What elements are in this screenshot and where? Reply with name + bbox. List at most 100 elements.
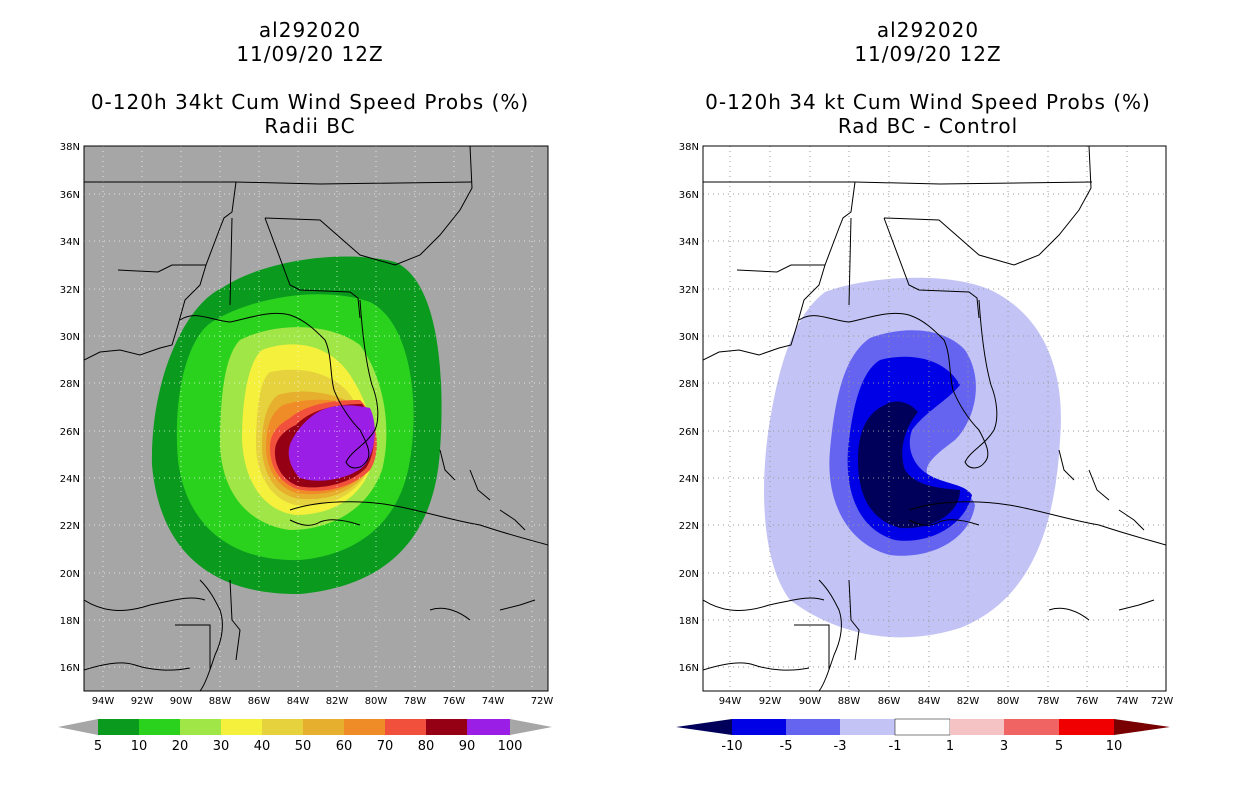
left-lon-label: 72W <box>531 696 554 707</box>
left-lon-label: 76W <box>443 696 466 707</box>
left-product-variant: Radii BC <box>264 114 356 138</box>
right-lat-label: 32N <box>679 285 699 296</box>
left-colorbar-swatch <box>303 719 344 735</box>
right-lat-label: 18N <box>679 616 699 627</box>
left-lat-label: 18N <box>60 616 80 627</box>
left-lon-label: 88W <box>209 696 232 707</box>
right-axis-labels: 38N 36N 34N 32N 30N 28N 26N 24N 22N 20N … <box>679 142 1174 707</box>
left-lat-label: 24N <box>60 474 80 485</box>
right-lat-label: 38N <box>679 142 699 153</box>
left-title: al292020 11/09/20 12Z <box>80 18 540 66</box>
right-subtitle: 0-120h 34 kt Cum Wind Speed Probs (%) Ra… <box>658 90 1198 138</box>
right-lat-label: 16N <box>679 663 699 674</box>
left-grid <box>84 146 548 691</box>
right-lon-label: 90W <box>799 696 822 707</box>
right-lon-label: 80W <box>997 696 1020 707</box>
diff-below-minus10-contour <box>858 401 960 529</box>
right-lat-label: 22N <box>679 521 699 532</box>
right-difference-field <box>703 146 1166 691</box>
right-lon-label: 94W <box>719 696 742 707</box>
left-lat-label: 34N <box>60 237 80 248</box>
left-product-name: 0-120h 34kt Cum Wind Speed Probs (%) <box>90 90 530 114</box>
left-map-frame <box>83 145 549 692</box>
right-colorbar-high-arrow <box>1114 719 1170 735</box>
left-map <box>83 145 549 692</box>
left-storm-id: al292020 <box>258 18 362 42</box>
right-lon-label: 74W <box>1116 696 1139 707</box>
left-axis-labels: 38N 36N 34N 32N 30N 28N 26N 24N 22N 20N … <box>60 142 554 707</box>
right-colorbar-label: -1 <box>889 739 902 754</box>
right-lat-label: 28N <box>679 379 699 390</box>
left-lon-label: 84W <box>287 696 310 707</box>
right-colorbar-low-arrow <box>676 719 732 735</box>
right-colorbar-swatch <box>786 719 840 735</box>
right-colorbar: -10 -5 -3 -1 1 3 5 10 <box>676 718 1170 754</box>
left-lon-label: 92W <box>131 696 154 707</box>
right-colorbar-label: -10 <box>721 739 742 754</box>
right-colorbar-swatch <box>732 719 786 735</box>
left-lat-label: 38N <box>60 142 80 153</box>
left-colorbar-label: 20 <box>172 739 189 754</box>
right-coastlines <box>703 146 1166 691</box>
right-colorbar-swatch <box>894 718 951 736</box>
right-map-frame <box>702 145 1167 692</box>
right-product-name: 0-120h 34 kt Cum Wind Speed Probs (%) <box>705 90 1151 114</box>
right-lat-label: 34N <box>679 237 699 248</box>
right-colorbar-label: 3 <box>1000 739 1008 754</box>
right-lon-label: 88W <box>838 696 861 707</box>
right-lon-label: 78W <box>1037 696 1060 707</box>
right-colorbar-swatch <box>840 719 895 735</box>
left-colorbar-swatch <box>426 719 467 735</box>
left-subtitle: 0-120h 34kt Cum Wind Speed Probs (%) Rad… <box>40 90 580 138</box>
left-lat-label: 16N <box>60 663 80 674</box>
right-colorbar-swatch <box>1059 719 1114 735</box>
left-lon-label: 94W <box>92 696 115 707</box>
left-colorbar-swatch <box>262 719 303 735</box>
left-lat-label: 36N <box>60 190 80 201</box>
right-lat-label: 30N <box>679 332 699 343</box>
right-lon-label: 76W <box>1076 696 1099 707</box>
left-colorbar-swatch <box>385 719 426 735</box>
left-lon-label: 86W <box>248 696 271 707</box>
right-colorbar-label: -3 <box>834 739 847 754</box>
right-lat-label: 20N <box>679 569 699 580</box>
left-lat-label: 20N <box>60 569 80 580</box>
left-colorbar-label: 50 <box>295 739 312 754</box>
right-lat-label: 36N <box>679 190 699 201</box>
right-lon-label: 72W <box>1151 696 1174 707</box>
left-colorbar-label: 5 <box>94 739 102 754</box>
left-probability-field <box>84 146 548 691</box>
right-lon-label: 84W <box>918 696 941 707</box>
right-colorbar-swatch <box>1004 719 1059 735</box>
left-colorbar-label: 100 <box>498 739 523 754</box>
right-map <box>702 145 1167 692</box>
left-lon-label: 80W <box>365 696 388 707</box>
left-colorbar-swatch <box>221 719 262 735</box>
left-lat-label: 26N <box>60 427 80 438</box>
left-colorbar-swatch <box>98 719 139 735</box>
left-lon-label: 82W <box>326 696 349 707</box>
right-lat-label: 26N <box>679 427 699 438</box>
left-colorbar-label: 70 <box>377 739 394 754</box>
right-lon-label: 92W <box>759 696 782 707</box>
left-colorbar-swatch <box>180 719 221 735</box>
left-lon-label: 74W <box>482 696 505 707</box>
left-lat-label: 22N <box>60 521 80 532</box>
right-product-variant: Rad BC - Control <box>837 114 1019 138</box>
left-colorbar-swatch <box>344 719 385 735</box>
left-colorbar-label: 80 <box>418 739 435 754</box>
left-colorbar-label: 60 <box>336 739 353 754</box>
prob-90-100-contour <box>288 405 375 481</box>
left-lat-label: 32N <box>60 285 80 296</box>
left-lat-label: 28N <box>60 379 80 390</box>
right-init-time: 11/09/20 12Z <box>854 42 1002 66</box>
left-colorbar: 5 10 20 30 40 50 60 70 80 90 100 <box>58 719 552 754</box>
right-colorbar-swatch <box>950 719 1004 735</box>
left-colorbar-swatch <box>139 719 180 735</box>
left-colorbar-low-arrow <box>58 719 98 735</box>
right-colorbar-label: 5 <box>1055 739 1063 754</box>
left-lon-label: 78W <box>404 696 427 707</box>
right-lon-label: 86W <box>878 696 901 707</box>
left-coastlines <box>84 146 548 691</box>
